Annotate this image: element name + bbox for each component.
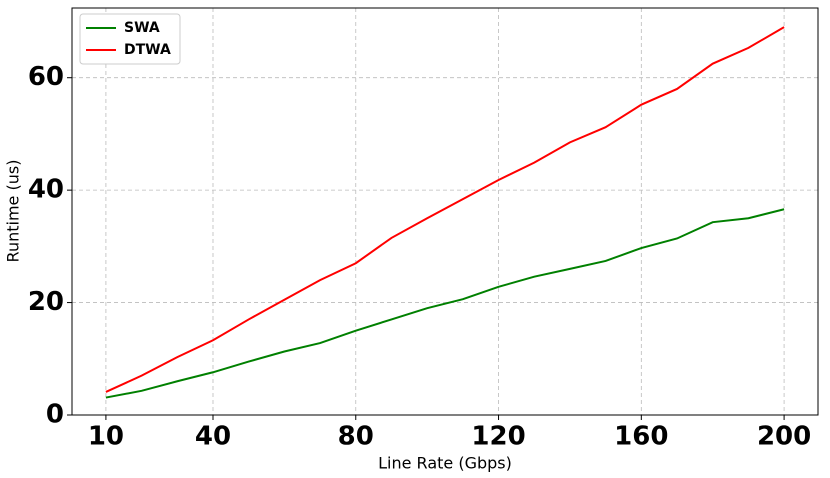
legend-label: SWA	[124, 20, 160, 36]
x-tick-label: 120	[471, 422, 525, 452]
y-tick-label: 20	[28, 287, 64, 317]
data-line	[105, 208, 785, 399]
x-tick-label: 160	[614, 422, 668, 452]
x-tick-label: 10	[88, 422, 124, 452]
y-axis-label: Runtime (us)	[4, 160, 23, 263]
x-tick-label: 40	[195, 422, 231, 452]
data-line	[105, 26, 785, 393]
y-tick-label: 0	[46, 400, 64, 430]
legend-box	[79, 13, 181, 65]
x-tick-label: 80	[338, 422, 374, 452]
x-tick-label: 200	[757, 422, 811, 452]
x-axis-label: Line Rate (Gbps)	[378, 454, 512, 473]
legend-label: DTWA	[124, 42, 171, 58]
plot-frame	[71, 7, 819, 416]
y-tick-label: 60	[28, 62, 64, 92]
y-tick-label: 40	[28, 175, 64, 205]
